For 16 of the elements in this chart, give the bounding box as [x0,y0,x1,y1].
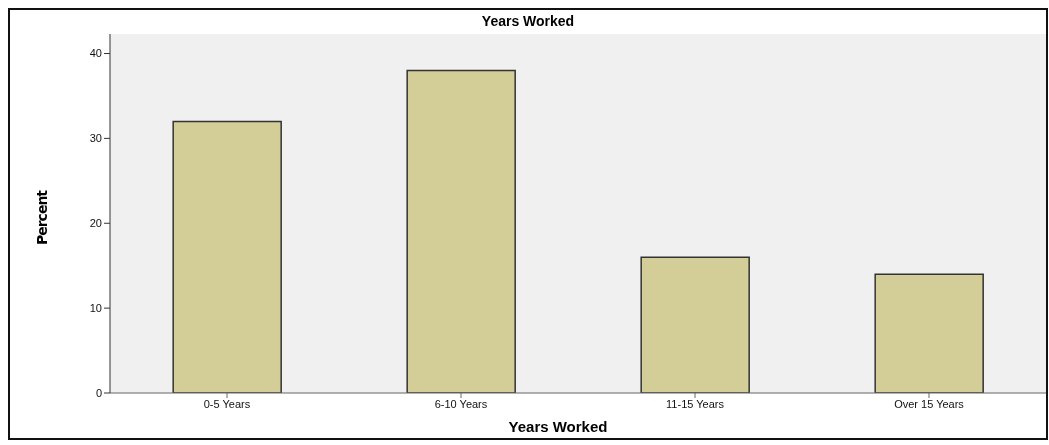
x-tick-label: 0-5 Years [203,397,251,410]
bar [874,273,984,393]
x-tick-label: 6-10 Years [434,397,488,410]
x-tick-label: Over 15 Years [894,397,965,410]
y-tick-label: 10 [89,302,102,315]
y-tick-label: 40 [89,47,102,60]
y-tick-label: 0 [95,386,102,399]
bar [172,120,282,393]
x-axis-title: Years Worked [507,418,609,435]
y-axis-title: Percent [34,189,50,248]
bar [406,69,516,393]
x-tick-label: 11-15 Years [666,397,725,410]
y-tick-label: 30 [89,132,102,145]
bar [640,256,750,393]
y-tick-label: 20 [89,217,102,230]
chart-title: Years Worked [480,13,576,29]
